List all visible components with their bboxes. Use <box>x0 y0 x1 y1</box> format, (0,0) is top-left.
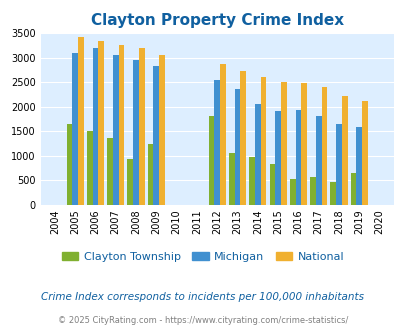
Bar <box>335 124 341 205</box>
Bar <box>66 124 72 205</box>
Bar <box>127 158 133 205</box>
Bar <box>133 60 139 205</box>
Bar <box>139 48 144 205</box>
Bar <box>234 89 240 205</box>
Bar <box>330 182 335 205</box>
Bar <box>361 101 367 205</box>
Bar <box>315 116 321 205</box>
Bar <box>240 71 245 205</box>
Title: Clayton Property Crime Index: Clayton Property Crime Index <box>90 13 343 28</box>
Bar <box>228 153 234 205</box>
Bar <box>269 164 275 205</box>
Bar <box>254 104 260 205</box>
Bar <box>220 64 225 205</box>
Text: Crime Index corresponds to incidents per 100,000 inhabitants: Crime Index corresponds to incidents per… <box>41 292 364 302</box>
Bar <box>113 55 118 205</box>
Bar <box>87 131 92 205</box>
Bar <box>92 48 98 205</box>
Bar <box>356 127 361 205</box>
Bar <box>107 138 113 205</box>
Bar <box>78 37 83 205</box>
Bar <box>301 83 306 205</box>
Bar <box>321 87 326 205</box>
Bar <box>295 110 301 205</box>
Bar <box>289 179 295 205</box>
Bar <box>118 45 124 205</box>
Bar <box>208 116 214 205</box>
Bar <box>98 41 104 205</box>
Bar <box>280 82 286 205</box>
Bar <box>249 157 254 205</box>
Legend: Clayton Township, Michigan, National: Clayton Township, Michigan, National <box>57 248 348 267</box>
Bar <box>153 66 159 205</box>
Bar <box>147 144 153 205</box>
Bar <box>309 177 315 205</box>
Bar <box>260 77 266 205</box>
Bar <box>214 80 220 205</box>
Bar <box>159 55 164 205</box>
Bar <box>275 112 280 205</box>
Bar <box>341 96 347 205</box>
Bar <box>350 173 356 205</box>
Bar <box>72 52 78 205</box>
Text: © 2025 CityRating.com - https://www.cityrating.com/crime-statistics/: © 2025 CityRating.com - https://www.city… <box>58 315 347 325</box>
